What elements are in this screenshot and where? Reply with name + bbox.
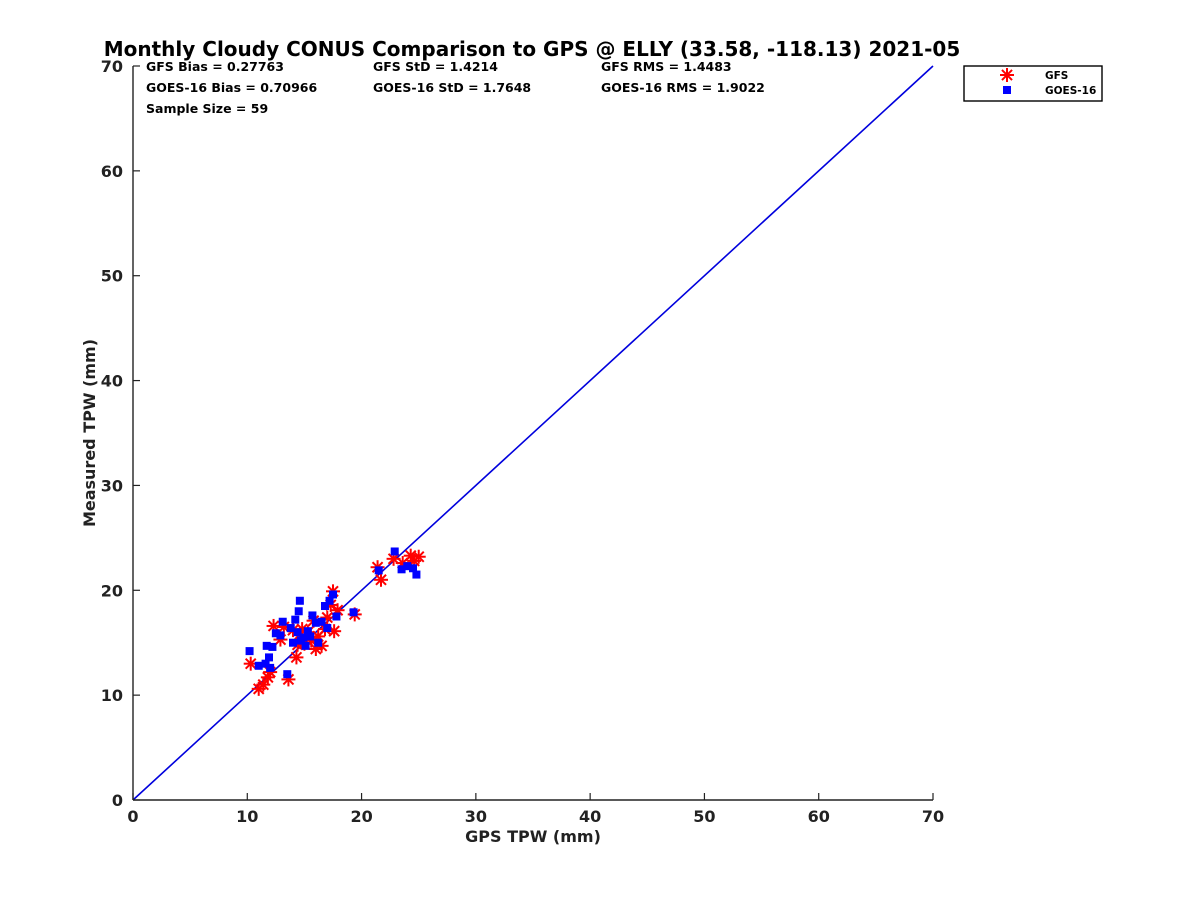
chart-title: Monthly Cloudy CONUS Comparison to GPS @…	[104, 37, 961, 61]
goes-16-point	[268, 642, 277, 651]
goes-16-point	[295, 596, 304, 605]
legend-box	[963, 65, 1103, 102]
goes-16-point	[397, 565, 406, 574]
x-axis-ticks: 0 10 20 30 40 50 60 70	[127, 793, 944, 826]
x-tick-label: 70	[922, 807, 944, 826]
gfs-point	[374, 572, 388, 587]
goes-16-point	[293, 628, 302, 637]
goes-16-point	[286, 624, 295, 633]
y-tick-label: 0	[112, 791, 123, 810]
goes-16-point	[311, 618, 320, 627]
y-tick-label: 60	[101, 162, 123, 181]
goes-16-series	[245, 547, 421, 679]
y-tick-label: 40	[101, 372, 123, 391]
goes-16-point	[325, 596, 334, 605]
y-axis-label: Measured TPW (mm)	[80, 339, 99, 527]
goes-16-point	[409, 564, 417, 573]
x-tick-label: 50	[693, 807, 715, 826]
gfs-point	[411, 549, 426, 564]
goes-bias-text: GOES-16 Bias = 0.70966	[146, 80, 317, 95]
plot-area	[132, 65, 934, 801]
y-axis-ticks: 0 10 20 30 40 50 60 70	[101, 57, 140, 810]
goes-16-point	[314, 638, 323, 647]
goes-rms-text: GOES-16 RMS = 1.9022	[601, 80, 765, 95]
x-tick-label: 20	[350, 807, 372, 826]
x-tick-label: 10	[236, 807, 258, 826]
goes-16-legend-square	[1003, 86, 1011, 94]
goes-16-point	[276, 631, 285, 640]
goes-16-point	[321, 602, 329, 611]
gfs-point	[289, 650, 304, 665]
goes-16-point	[317, 617, 326, 626]
axes: 0 10 20 30 40 50 60 70 0 10 20 30 40 50 60 70	[101, 57, 944, 826]
y-tick-label: 10	[101, 686, 123, 705]
goes-16-point	[283, 670, 292, 679]
goes-16-point	[390, 547, 399, 556]
goes-std-text: GOES-16 StD = 1.7648	[373, 80, 531, 95]
goes-16-point	[403, 562, 412, 571]
gfs-bias-text: GFS Bias = 0.27763	[146, 59, 284, 74]
gfs-point	[256, 677, 271, 692]
y-tick-label: 20	[101, 581, 123, 600]
goes-16-point	[299, 633, 308, 642]
goes-16-point	[289, 638, 297, 647]
goes-16-point	[245, 647, 254, 656]
goes-16-point	[308, 611, 317, 620]
goes-16-point	[278, 617, 287, 626]
goes-16-point	[266, 663, 275, 672]
goes-16-point	[323, 624, 332, 633]
x-tick-label: 0	[127, 807, 138, 826]
goes-16-point	[329, 590, 337, 599]
y-tick-label: 50	[101, 267, 123, 286]
x-axis-label: GPS TPW (mm)	[465, 827, 601, 846]
sample-size-text: Sample Size = 59	[146, 101, 268, 116]
goes-16-point	[332, 612, 341, 621]
legend-gfs-label: GFS	[1045, 70, 1068, 82]
goes-16-point	[265, 653, 273, 662]
goes-16-point	[271, 629, 280, 638]
goes-16-point	[412, 570, 421, 579]
gfs-std-text: GFS StD = 1.4214	[373, 59, 498, 74]
goes-16-point	[262, 641, 271, 650]
goes-16-point	[294, 607, 303, 616]
legend-goes-16-marker	[1003, 86, 1011, 94]
x-tick-label: 60	[808, 807, 830, 826]
goes-16-point	[303, 627, 312, 636]
goes-16-point	[261, 659, 270, 668]
legend-gfs-marker	[1000, 68, 1014, 82]
legend-goes-16-label: GOES-16	[1045, 85, 1096, 97]
x-tick-label: 40	[579, 807, 601, 826]
goes-16-point	[349, 608, 358, 617]
goes-16-point	[301, 641, 310, 650]
gfs-point	[281, 672, 296, 687]
goes-16-point	[374, 566, 383, 575]
goes-16-point	[254, 661, 263, 670]
y-tick-label: 30	[101, 476, 123, 495]
legend: GFS GOES-16	[963, 65, 1103, 102]
y-tick-label: 70	[101, 57, 123, 76]
x-tick-label: 30	[465, 807, 487, 826]
gfs-rms-text: GFS RMS = 1.4483	[601, 59, 732, 74]
stats-block: GFS Bias = 0.27763 GFS StD = 1.4214 GFS …	[146, 59, 765, 116]
gfs-legend-asterisk	[1000, 68, 1014, 82]
goes-16-point	[306, 632, 315, 641]
goes-16-point	[291, 615, 300, 624]
